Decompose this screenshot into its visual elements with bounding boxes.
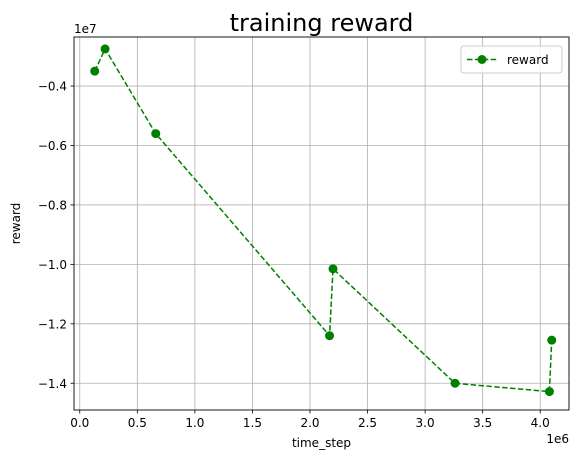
y-tick-label: −1.4 — [38, 377, 67, 391]
data-point — [151, 129, 161, 139]
grid — [74, 37, 569, 410]
y-tick-label: −0.6 — [38, 139, 67, 153]
y-tick-label: −1.0 — [38, 258, 67, 272]
data-point — [450, 378, 460, 388]
series-layer — [90, 44, 557, 397]
x-tick-label: 0.0 — [70, 416, 89, 430]
x-axis-offset-label: 1e6 — [546, 432, 569, 446]
x-tick-label: 3.0 — [416, 416, 435, 430]
y-tick-label: −0.8 — [38, 198, 67, 212]
data-point — [100, 44, 110, 54]
data-point — [325, 331, 335, 341]
y-tick-label: −0.4 — [38, 80, 67, 94]
data-point — [544, 387, 554, 397]
x-tick-label: 2.5 — [358, 416, 377, 430]
legend-marker — [477, 55, 487, 64]
y-tick-label: −1.2 — [38, 317, 67, 331]
series-line — [94, 47, 553, 393]
y-axis-label: reward — [9, 203, 23, 245]
x-tick-label: 4.0 — [531, 416, 550, 430]
x-tick-label: 0.5 — [128, 416, 147, 430]
data-point — [547, 335, 557, 345]
chart-title: training reward — [230, 9, 414, 37]
data-point — [328, 264, 338, 274]
ticks: 0.0 0.5 1.0 1.5 2.0 2.5 3.0 3.5 4.0 −0.4 −0.6 −0.8 −… — [38, 80, 550, 430]
y-axis-offset-label: 1e7 — [74, 22, 97, 36]
legend-label: reward — [507, 53, 549, 67]
x-tick-label: 1.0 — [185, 416, 204, 430]
plot-frame — [73, 36, 570, 411]
x-tick-label: 3.5 — [473, 416, 492, 430]
x-tick-label: 2.0 — [300, 416, 319, 430]
legend: reward — [460, 45, 563, 74]
legend-box — [460, 45, 563, 74]
data-point — [90, 66, 100, 76]
x-tick-label: 1.5 — [243, 416, 262, 430]
x-axis-label: time_step — [292, 436, 351, 450]
